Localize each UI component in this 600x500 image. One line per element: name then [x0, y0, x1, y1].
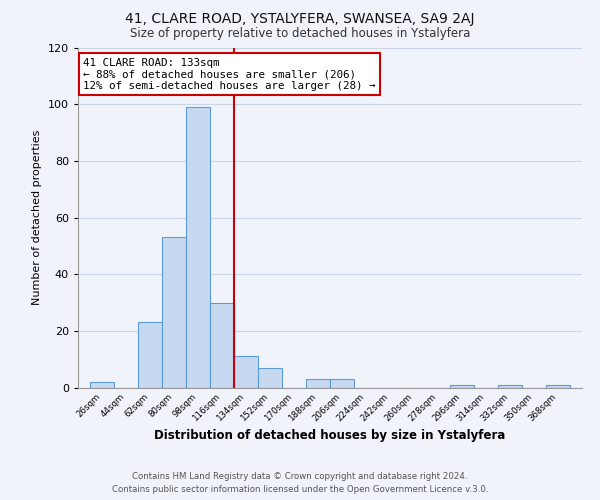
Text: 41, CLARE ROAD, YSTALYFERA, SWANSEA, SA9 2AJ: 41, CLARE ROAD, YSTALYFERA, SWANSEA, SA9… [125, 12, 475, 26]
Y-axis label: Number of detached properties: Number of detached properties [32, 130, 42, 305]
Bar [450, 384, 474, 388]
Bar [498, 384, 522, 388]
Bar [234, 356, 258, 388]
Bar [210, 302, 234, 388]
X-axis label: Distribution of detached houses by size in Ystalyfera: Distribution of detached houses by size … [154, 429, 506, 442]
Bar [306, 379, 330, 388]
Bar [186, 107, 210, 388]
Bar [258, 368, 282, 388]
Bar [162, 238, 186, 388]
Bar [138, 322, 162, 388]
Bar [546, 384, 570, 388]
Text: Contains HM Land Registry data © Crown copyright and database right 2024.
Contai: Contains HM Land Registry data © Crown c… [112, 472, 488, 494]
Bar [90, 382, 114, 388]
Text: 41 CLARE ROAD: 133sqm
← 88% of detached houses are smaller (206)
12% of semi-det: 41 CLARE ROAD: 133sqm ← 88% of detached … [83, 58, 376, 91]
Text: Size of property relative to detached houses in Ystalyfera: Size of property relative to detached ho… [130, 28, 470, 40]
Bar [330, 379, 354, 388]
